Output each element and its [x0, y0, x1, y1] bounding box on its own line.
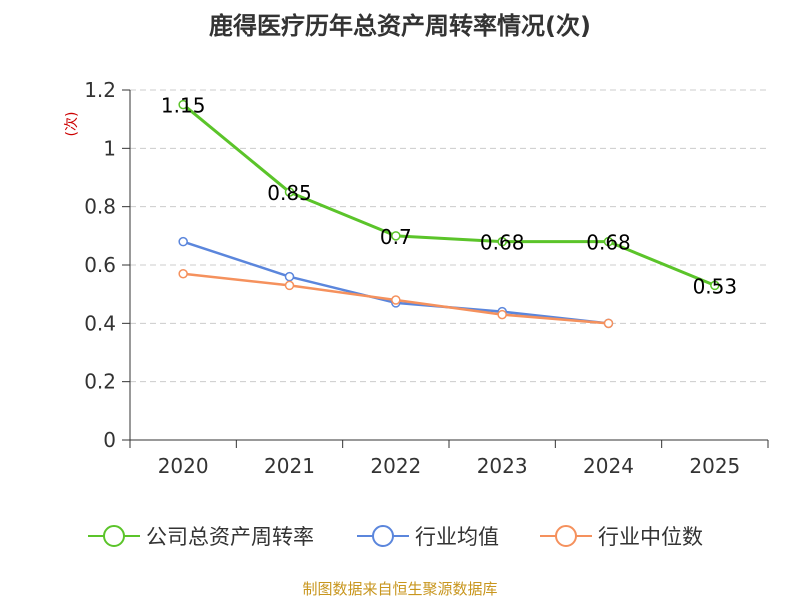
y-axis-label: (次): [64, 112, 80, 137]
series-line-industry-avg: [182, 240, 609, 325]
data-point-company: [284, 187, 295, 197]
data-point-industry-median: [178, 269, 188, 279]
series-lines: [178, 99, 720, 329]
data-point-industry-median: [603, 318, 614, 329]
series-line-company: [182, 103, 716, 287]
axes: 0 0.2 0.4 0.6 0.8 1 1.2 2020 2021 2022 2023 2024 202…: [64, 78, 769, 478]
data-label: 0.68: [480, 231, 525, 255]
x-tick-label: 2025: [689, 454, 740, 478]
x-tick-label: 2021: [264, 454, 315, 478]
y-tick-label: 0: [103, 428, 116, 452]
data-point-industry-avg: [284, 271, 295, 282]
data-point-industry-median: [391, 295, 401, 305]
x-tick-label: 2020: [158, 454, 209, 478]
data-point-industry-avg: [178, 236, 188, 247]
x-tick-label: 2022: [370, 454, 421, 478]
data-label: 0.7: [380, 225, 412, 249]
y-tick-label: 1: [103, 136, 116, 160]
x-tick-label: 2023: [477, 454, 528, 478]
source-note: 制图数据来自恒生聚源数据库: [302, 580, 498, 598]
data-point-company: [497, 236, 507, 247]
legend-item-company[interactable]: 公司总资产周转率: [88, 520, 314, 552]
chart-title: 鹿得医疗历年总资产周转率情况(次): [209, 12, 591, 40]
data-label: 1.15: [161, 94, 206, 118]
data-point-industry-median: [284, 280, 295, 291]
y-tick-label: 1.2: [84, 78, 116, 102]
legend-label-company: 公司总资产周转率: [146, 525, 314, 549]
legend-item-industry-avg[interactable]: 行业均值: [357, 520, 499, 552]
data-point-company: [178, 99, 188, 110]
y-tick-label: 0.2: [84, 370, 116, 394]
grid-lines: [130, 89, 768, 383]
data-labels: 1.15 0.85 0.7 0.68 0.68 0.53: [161, 94, 737, 299]
legend-marker-company: [88, 525, 140, 547]
legend-label-industry-avg: 行业均值: [415, 525, 499, 549]
data-point-company: [391, 231, 401, 241]
y-tick-label: 0.8: [84, 195, 116, 219]
legend-label-industry-median: 行业中位数: [598, 525, 703, 549]
legend-item-industry-median[interactable]: 行业中位数: [540, 520, 703, 552]
data-label: 0.85: [267, 181, 312, 205]
data-label: 0.68: [586, 231, 631, 255]
data-point-company: [710, 280, 720, 291]
x-tick-label: 2024: [583, 454, 634, 478]
y-tick-label: 0.6: [84, 253, 116, 277]
legend-marker-industry-avg: [357, 525, 409, 547]
data-label: 0.53: [693, 274, 738, 298]
y-tick-label: 0.4: [84, 311, 116, 335]
data-point-industry-median: [497, 309, 507, 320]
legend-marker-industry-median: [540, 525, 592, 547]
data-point-company: [603, 236, 614, 247]
